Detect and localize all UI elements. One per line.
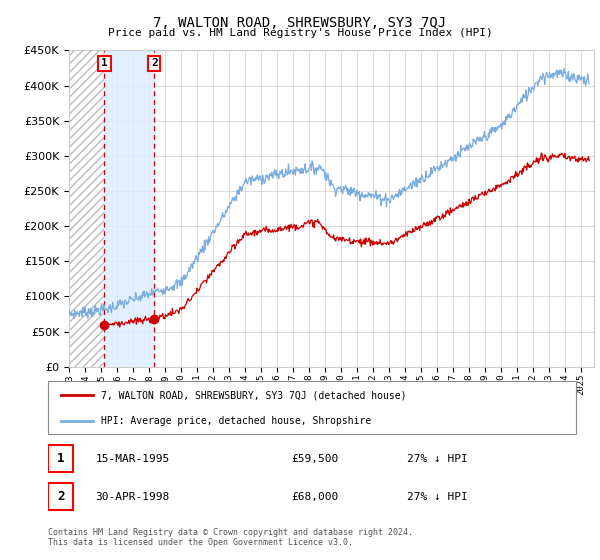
- Text: 1: 1: [57, 452, 64, 465]
- Text: 1: 1: [101, 58, 108, 68]
- FancyBboxPatch shape: [48, 381, 576, 434]
- Text: 27% ↓ HPI: 27% ↓ HPI: [407, 454, 468, 464]
- Text: Contains HM Land Registry data © Crown copyright and database right 2024.
This d: Contains HM Land Registry data © Crown c…: [48, 528, 413, 547]
- Text: 15-MAR-1995: 15-MAR-1995: [95, 454, 170, 464]
- Text: 7, WALTON ROAD, SHREWSBURY, SY3 7QJ (detached house): 7, WALTON ROAD, SHREWSBURY, SY3 7QJ (det…: [101, 390, 406, 400]
- Text: 2: 2: [57, 490, 64, 503]
- Bar: [104, 50, 154, 367]
- Text: 2: 2: [151, 58, 158, 68]
- Text: £59,500: £59,500: [291, 454, 338, 464]
- Text: 30-APR-1998: 30-APR-1998: [95, 492, 170, 502]
- FancyBboxPatch shape: [48, 446, 73, 473]
- Text: 27% ↓ HPI: 27% ↓ HPI: [407, 492, 468, 502]
- Text: 7, WALTON ROAD, SHREWSBURY, SY3 7QJ: 7, WALTON ROAD, SHREWSBURY, SY3 7QJ: [154, 16, 446, 30]
- Text: HPI: Average price, detached house, Shropshire: HPI: Average price, detached house, Shro…: [101, 416, 371, 426]
- FancyBboxPatch shape: [48, 483, 73, 510]
- Bar: [69, 50, 104, 367]
- Text: Price paid vs. HM Land Registry's House Price Index (HPI): Price paid vs. HM Land Registry's House …: [107, 28, 493, 38]
- Text: £68,000: £68,000: [291, 492, 338, 502]
